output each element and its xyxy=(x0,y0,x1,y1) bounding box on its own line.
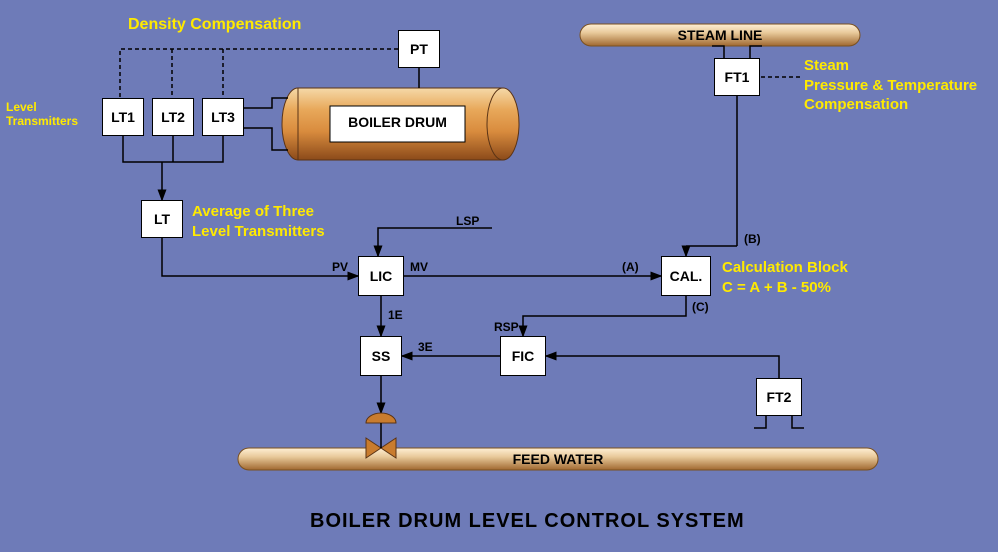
annot-level-trans: Level Transmitters xyxy=(6,100,78,128)
block-pt: PT xyxy=(398,30,440,68)
block-cal: CAL. xyxy=(661,256,711,296)
sig-c: (C) xyxy=(692,300,709,314)
sig-1e: 1E xyxy=(388,308,403,322)
block-lt3: LT3 xyxy=(202,98,244,136)
block-lt2: LT2 xyxy=(152,98,194,136)
annot-density-comp: Density Compensation xyxy=(128,16,301,34)
diagram-title: BOILER DRUM LEVEL CONTROL SYSTEM xyxy=(310,510,745,533)
sig-pv: PV xyxy=(332,260,348,274)
label-feed-water: FEED WATER xyxy=(238,451,878,467)
label-boiler-drum: BOILER DRUM xyxy=(330,114,465,130)
block-ss: SS xyxy=(360,336,402,376)
annot-calc-block: Calculation Block C = A + B - 50% xyxy=(722,258,848,297)
annot-steam-comp: Steam Pressure & Temperature Compensatio… xyxy=(804,56,977,115)
sig-a: (A) xyxy=(622,260,639,274)
block-ft2: FT2 xyxy=(756,378,802,416)
sig-b: (B) xyxy=(744,232,761,246)
block-lt: LT xyxy=(141,200,183,238)
block-fic: FIC xyxy=(500,336,546,376)
block-lt1: LT1 xyxy=(102,98,144,136)
block-lic: LIC xyxy=(358,256,404,296)
sig-lsp: LSP xyxy=(456,214,479,228)
sig-3e: 3E xyxy=(418,340,433,354)
annot-avg-three: Average of Three Level Transmitters xyxy=(192,202,325,241)
sig-rsp: RSP xyxy=(494,320,519,334)
sig-mv: MV xyxy=(410,260,428,274)
label-steam-line: STEAM LINE xyxy=(580,27,860,43)
block-ft1: FT1 xyxy=(714,58,760,96)
